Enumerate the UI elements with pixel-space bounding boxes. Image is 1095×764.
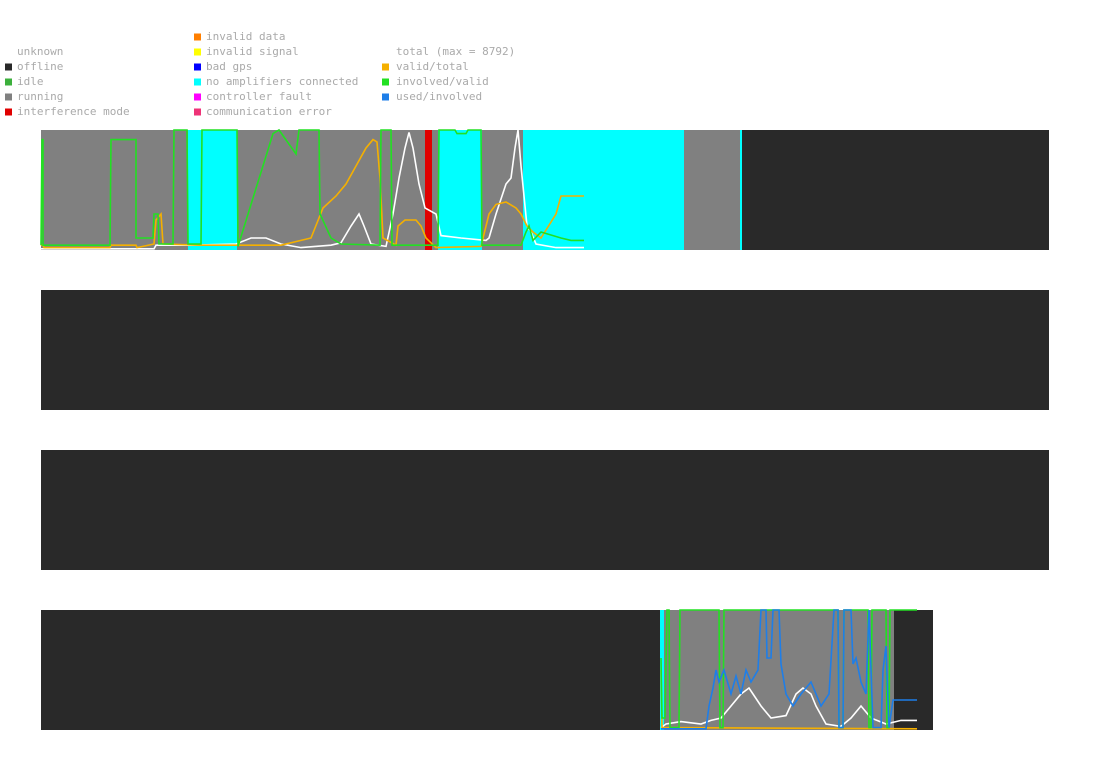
state-band	[933, 610, 1049, 730]
legend-label: total (max = 8792)	[396, 45, 515, 58]
legend-label: interference mode	[17, 105, 130, 118]
legend-label: involved/valid	[396, 75, 489, 88]
legend-swatch	[5, 78, 12, 86]
legend-label: valid/total	[396, 60, 469, 73]
state-band	[523, 130, 684, 250]
legend-swatch	[194, 108, 201, 116]
legend-label: no amplifiers connected	[206, 75, 358, 88]
legend-swatch	[5, 108, 12, 116]
state-band	[438, 130, 482, 250]
legend-swatch	[194, 48, 201, 56]
legend-label: bad gps	[206, 60, 252, 73]
state-band	[482, 130, 523, 250]
legend-swatch	[382, 63, 389, 71]
legend-label: used/involved	[396, 90, 482, 103]
legend-swatch	[194, 33, 201, 41]
legend-swatch	[194, 63, 201, 71]
legend-swatch	[5, 93, 12, 101]
legend-swatch	[5, 48, 12, 56]
legend-swatch	[194, 93, 201, 101]
series-line	[661, 609, 917, 730]
series-line	[41, 129, 584, 250]
state-band	[188, 130, 237, 250]
state-band	[41, 450, 1049, 570]
state-band	[41, 290, 1049, 410]
legend-label: unknown	[17, 45, 63, 58]
legend-swatch	[382, 78, 389, 86]
series-line	[41, 138, 584, 249]
state-band	[740, 130, 742, 250]
state-band	[684, 130, 740, 250]
state-band	[432, 130, 438, 250]
legend-swatch	[382, 48, 389, 56]
state-band	[41, 130, 188, 250]
legend-label: idle	[17, 75, 44, 88]
legend-label: invalid signal	[206, 45, 299, 58]
legend-swatch	[5, 63, 12, 71]
series-line	[660, 686, 917, 729]
legend-label: communication error	[206, 105, 332, 118]
state-band	[41, 610, 660, 730]
state-band	[425, 130, 432, 250]
series-line	[40, 128, 584, 247]
legend-label: controller fault	[206, 90, 312, 103]
legend-label: running	[17, 90, 63, 103]
state-band	[894, 610, 933, 730]
state-band	[742, 130, 1049, 250]
legend-swatch	[382, 93, 389, 101]
legend-swatch	[194, 78, 201, 86]
legend-label: offline	[17, 60, 63, 73]
legend-label: invalid data	[206, 30, 285, 43]
